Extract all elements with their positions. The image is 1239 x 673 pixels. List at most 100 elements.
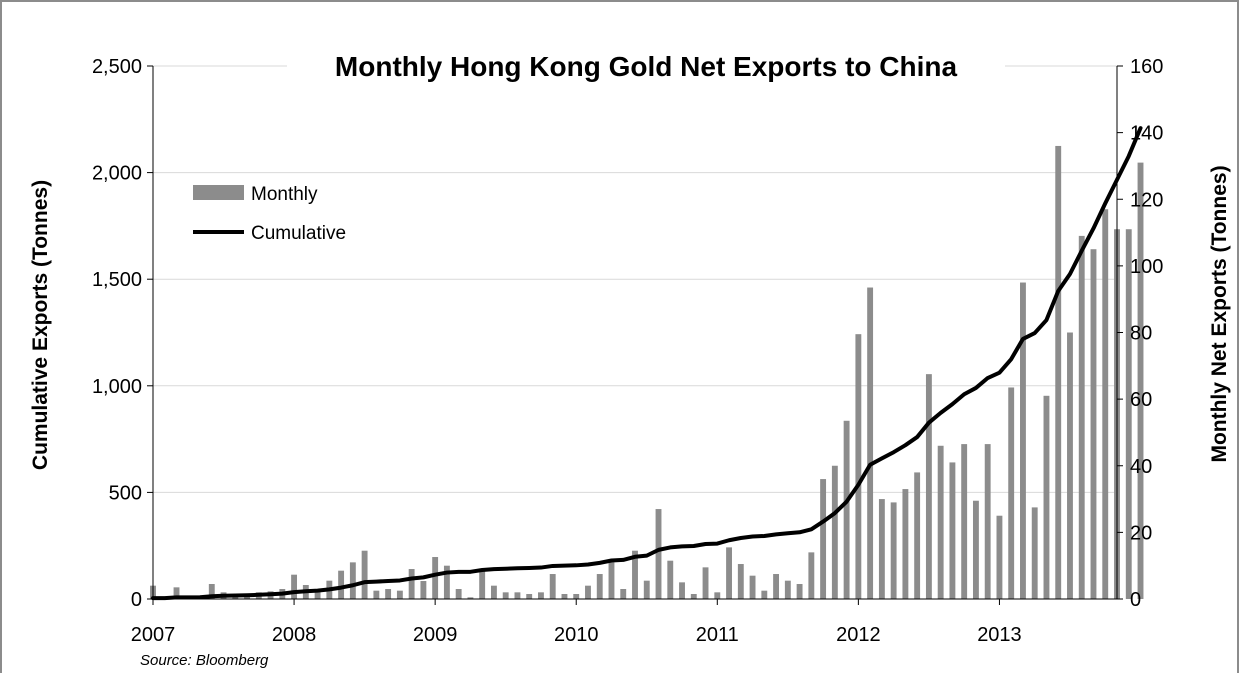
x-tick-label: 2011: [696, 624, 739, 646]
monthly-bar: [1125, 229, 1132, 599]
right-tick-label: 60: [1130, 389, 1152, 411]
monthly-bar: [796, 584, 803, 599]
monthly-bar: [855, 334, 862, 599]
monthly-bar: [925, 374, 932, 599]
monthly-bar: [878, 499, 885, 599]
monthly-bar: [737, 564, 744, 599]
legend: Monthly Cumulative: [193, 184, 346, 244]
axes: [152, 66, 1118, 600]
monthly-bar: [1043, 395, 1050, 599]
monthly-bar: [1102, 209, 1109, 599]
chart-title: Monthly Hong Kong Gold Net Exports to Ch…: [335, 51, 958, 82]
x-tick-label: 2012: [836, 624, 881, 646]
right-tick-label: 40: [1130, 456, 1152, 478]
monthly-bar: [996, 515, 1003, 599]
left-tick-label: 2,500: [92, 56, 142, 78]
monthly-bar: [961, 444, 968, 599]
right-tick-label: 140: [1130, 123, 1163, 145]
right-tick-label: 0: [1130, 589, 1141, 611]
monthly-bar: [1137, 162, 1144, 599]
monthly-bar: [972, 500, 979, 599]
monthly-bar: [937, 445, 944, 599]
x-tick-label: 2007: [131, 624, 176, 646]
ticks: 0 500 1,000 1,500 2,000 2,500 0 20 40 60 80 100 120 1…: [92, 56, 1163, 646]
monthly-bar: [643, 580, 650, 599]
monthly-bar: [314, 589, 321, 599]
monthly-bar: [585, 585, 591, 599]
monthly-bar: [749, 575, 756, 599]
monthly-bar: [338, 570, 345, 599]
right-tick-label: 160: [1130, 56, 1163, 78]
left-tick-label: 2,000: [92, 163, 142, 185]
left-tick-label: 1,000: [92, 376, 142, 398]
x-tick-label: 2010: [554, 624, 599, 646]
monthly-bar: [914, 472, 921, 599]
monthly-bar: [420, 581, 427, 599]
x-tick-label: 2009: [413, 624, 458, 646]
monthly-bar: [502, 592, 509, 599]
monthly-bar: [761, 590, 768, 599]
monthly-bar: [867, 287, 874, 599]
monthly-bar: [690, 594, 697, 599]
monthly-bar: [1090, 249, 1097, 599]
right-tick-label: 100: [1130, 256, 1163, 278]
monthly-bar: [561, 594, 568, 599]
right-axis-title: Monthly Net Exports (Tonnes): [1208, 165, 1231, 462]
left-tick-label: 0: [131, 589, 142, 611]
cumulative-line: [151, 126, 1143, 601]
monthly-bar: [949, 462, 956, 599]
monthly-bar: [408, 569, 415, 599]
monthly-bar: [808, 552, 815, 599]
monthly-bar: [632, 550, 638, 599]
monthly-bar: [608, 562, 615, 599]
monthly-bar: [173, 587, 180, 599]
x-tick-label: 2013: [977, 624, 1022, 646]
monthly-bar: [655, 509, 662, 599]
monthly-bar: [1020, 282, 1026, 599]
monthly-bar: [573, 594, 580, 599]
monthly-bar: [1078, 235, 1085, 600]
monthly-bar: [208, 584, 215, 599]
monthly-bar: [984, 444, 991, 599]
monthly-bar: [361, 550, 368, 599]
left-axis-title: Cumulative Exports (Tonnes): [29, 180, 52, 470]
monthly-bar: [479, 570, 486, 599]
monthly-bar: [526, 594, 533, 599]
monthly-bar: [667, 560, 674, 599]
gridlines: [153, 65, 1117, 493]
monthly-bar: [291, 574, 298, 599]
monthly-bar: [443, 565, 450, 599]
monthly-bar: [373, 590, 380, 599]
right-tick-label: 120: [1130, 189, 1163, 211]
monthly-bar: [726, 547, 732, 599]
monthly-bar: [620, 589, 627, 599]
monthly-bar: [1067, 332, 1073, 599]
x-tick-label: 2008: [272, 624, 317, 646]
monthly-bar: [596, 574, 603, 599]
monthly-bar: [549, 574, 556, 599]
monthly-bar: [1008, 387, 1015, 599]
monthly-bar: [820, 479, 827, 599]
right-tick-label: 80: [1130, 323, 1152, 345]
left-tick-label: 500: [109, 482, 142, 504]
monthly-bar: [349, 562, 356, 599]
monthly-bar: [843, 420, 850, 599]
monthly-bar: [784, 580, 791, 599]
title-background: [287, 44, 1005, 86]
monthly-bar: [396, 590, 403, 599]
source-note: Source: Bloomberg: [140, 652, 269, 669]
monthly-bar: [490, 585, 497, 599]
right-tick-label: 20: [1130, 522, 1152, 544]
monthly-bar: [432, 557, 439, 599]
monthly-bar: [1055, 145, 1062, 599]
monthly-bar: [679, 582, 685, 599]
legend-cumulative-label: Cumulative: [251, 223, 346, 244]
monthly-bar: [538, 592, 544, 599]
monthly-bar: [385, 589, 392, 599]
monthly-bar: [714, 592, 721, 599]
monthly-bars: [150, 145, 1144, 600]
monthly-bar: [455, 589, 462, 599]
monthly-bar: [773, 574, 780, 599]
monthly-bar: [831, 465, 838, 599]
